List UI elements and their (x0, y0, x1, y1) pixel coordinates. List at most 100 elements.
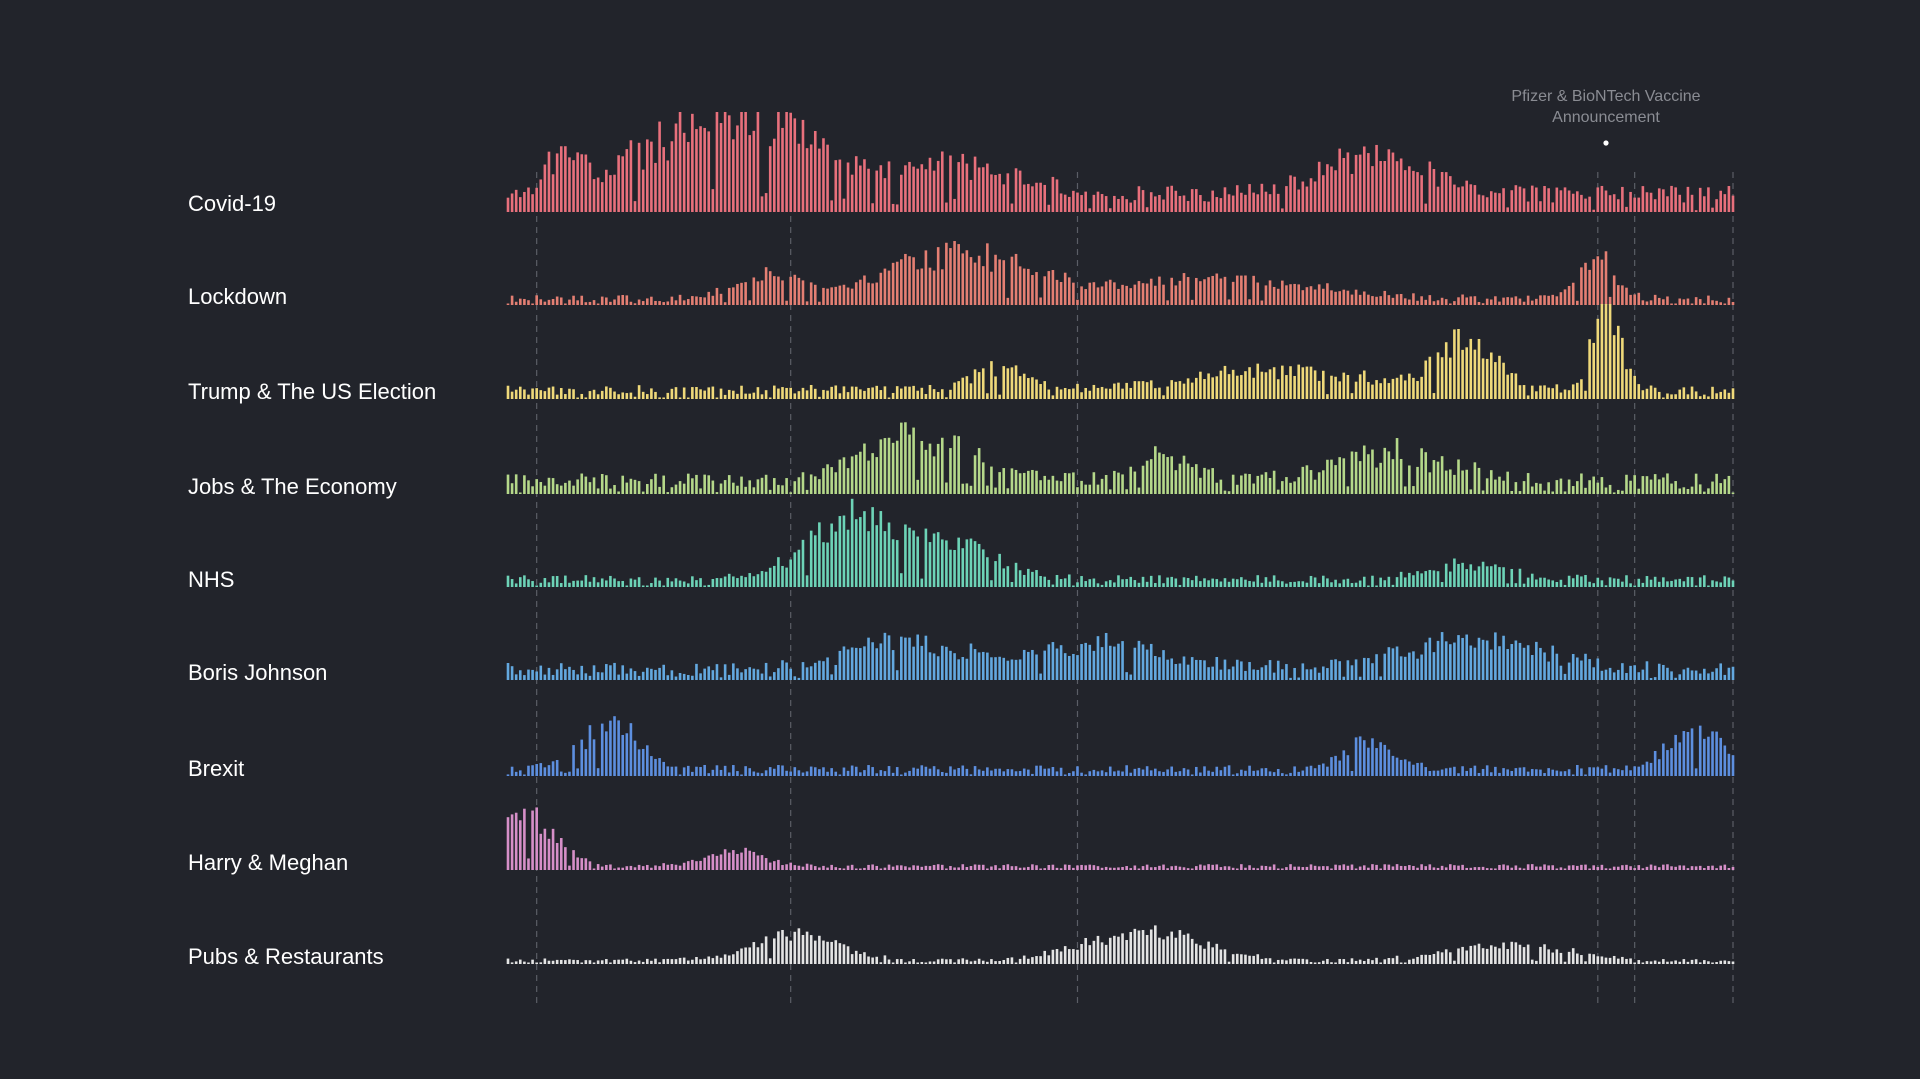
data-bar (1678, 194, 1682, 212)
data-bar (842, 868, 846, 870)
data-bar (568, 959, 571, 964)
data-bar (1240, 475, 1243, 494)
data-bar (1194, 277, 1198, 305)
data-bar (1371, 166, 1374, 212)
data-bar (1149, 643, 1153, 680)
data-bar (842, 198, 846, 212)
data-bar (1592, 342, 1595, 399)
data-bar (850, 498, 854, 587)
data-bar (818, 148, 821, 212)
data-bar (1022, 184, 1026, 212)
data-bar (1207, 277, 1210, 305)
data-bar (518, 577, 522, 587)
data-bar (875, 170, 879, 212)
data-bar (891, 442, 895, 494)
data-bar (1272, 672, 1276, 680)
data-bar (1576, 574, 1579, 587)
data-bar (1518, 385, 1522, 399)
data-bar (1526, 201, 1530, 212)
data-bar (981, 864, 985, 870)
data-bar (1731, 388, 1735, 399)
data-bar (879, 511, 883, 587)
data-bar (1223, 276, 1227, 305)
data-bar (1653, 474, 1657, 494)
data-bar (1502, 188, 1505, 212)
data-bar (1268, 771, 1272, 776)
data-bar (1465, 347, 1468, 399)
data-bar (908, 434, 911, 494)
data-bar (793, 767, 797, 776)
data-bar (945, 397, 948, 399)
data-bar (641, 391, 645, 399)
data-bar (1383, 744, 1387, 776)
data-bar (1092, 865, 1096, 870)
data-bar (813, 940, 817, 964)
data-bar (1498, 193, 1501, 212)
data-bar (1678, 961, 1682, 964)
data-bar (998, 656, 1001, 680)
data-bar (555, 296, 559, 305)
data-bar (1641, 390, 1645, 399)
data-bar (1457, 297, 1460, 305)
data-bar (986, 868, 989, 870)
data-bar (1670, 580, 1673, 587)
data-bar (957, 244, 960, 305)
data-bar (990, 657, 993, 680)
data-bar (625, 866, 629, 870)
data-bar (1621, 337, 1624, 399)
data-bar (1190, 774, 1194, 776)
data-bar (1449, 644, 1452, 680)
data-bar (1108, 580, 1112, 587)
data-bar (1342, 372, 1346, 399)
data-bar (719, 677, 723, 680)
data-bar (1305, 959, 1309, 964)
data-bar (969, 485, 973, 494)
data-bar (547, 299, 551, 305)
data-bar (1432, 460, 1436, 494)
data-bar (756, 772, 760, 776)
data-bar (1629, 665, 1632, 680)
data-bar (805, 575, 809, 587)
data-bar (650, 583, 653, 587)
data-bar (932, 456, 936, 494)
data-bar (994, 768, 997, 776)
data-bar (1473, 647, 1477, 680)
data-bar (736, 771, 739, 776)
data-bar (1412, 958, 1415, 964)
data-bar (1043, 650, 1047, 680)
data-bar (1580, 768, 1583, 776)
data-bar (1670, 303, 1673, 305)
data-bar (1383, 580, 1387, 587)
data-bar (1686, 394, 1690, 399)
data-bar (1334, 291, 1337, 305)
data-bar (727, 115, 731, 212)
data-bar (973, 960, 977, 964)
topic-label: Pubs & Restaurants (188, 944, 384, 969)
data-bar (650, 388, 653, 399)
data-bar (1403, 486, 1407, 494)
data-bar (1731, 866, 1735, 870)
data-bar (1244, 954, 1247, 964)
data-bar (1358, 154, 1362, 212)
data-bar (646, 864, 649, 870)
data-bar (838, 159, 842, 212)
data-bar (1539, 866, 1542, 870)
data-bar (1498, 948, 1501, 964)
data-bar (1662, 477, 1665, 494)
data-bar (609, 864, 612, 870)
data-bar (1371, 575, 1374, 587)
data-bar (1694, 210, 1698, 212)
data-bar (629, 723, 633, 776)
data-bar (859, 451, 862, 494)
data-bar (1506, 649, 1509, 680)
data-bar (1567, 575, 1571, 587)
data-bar (654, 162, 657, 212)
data-bar (1285, 375, 1288, 399)
data-bar (646, 585, 649, 587)
data-bar (793, 865, 797, 870)
data-bar (895, 670, 899, 680)
data-bar (1293, 283, 1296, 305)
data-bar (1137, 281, 1141, 305)
data-bar (1563, 673, 1567, 680)
data-bar (1133, 284, 1137, 305)
